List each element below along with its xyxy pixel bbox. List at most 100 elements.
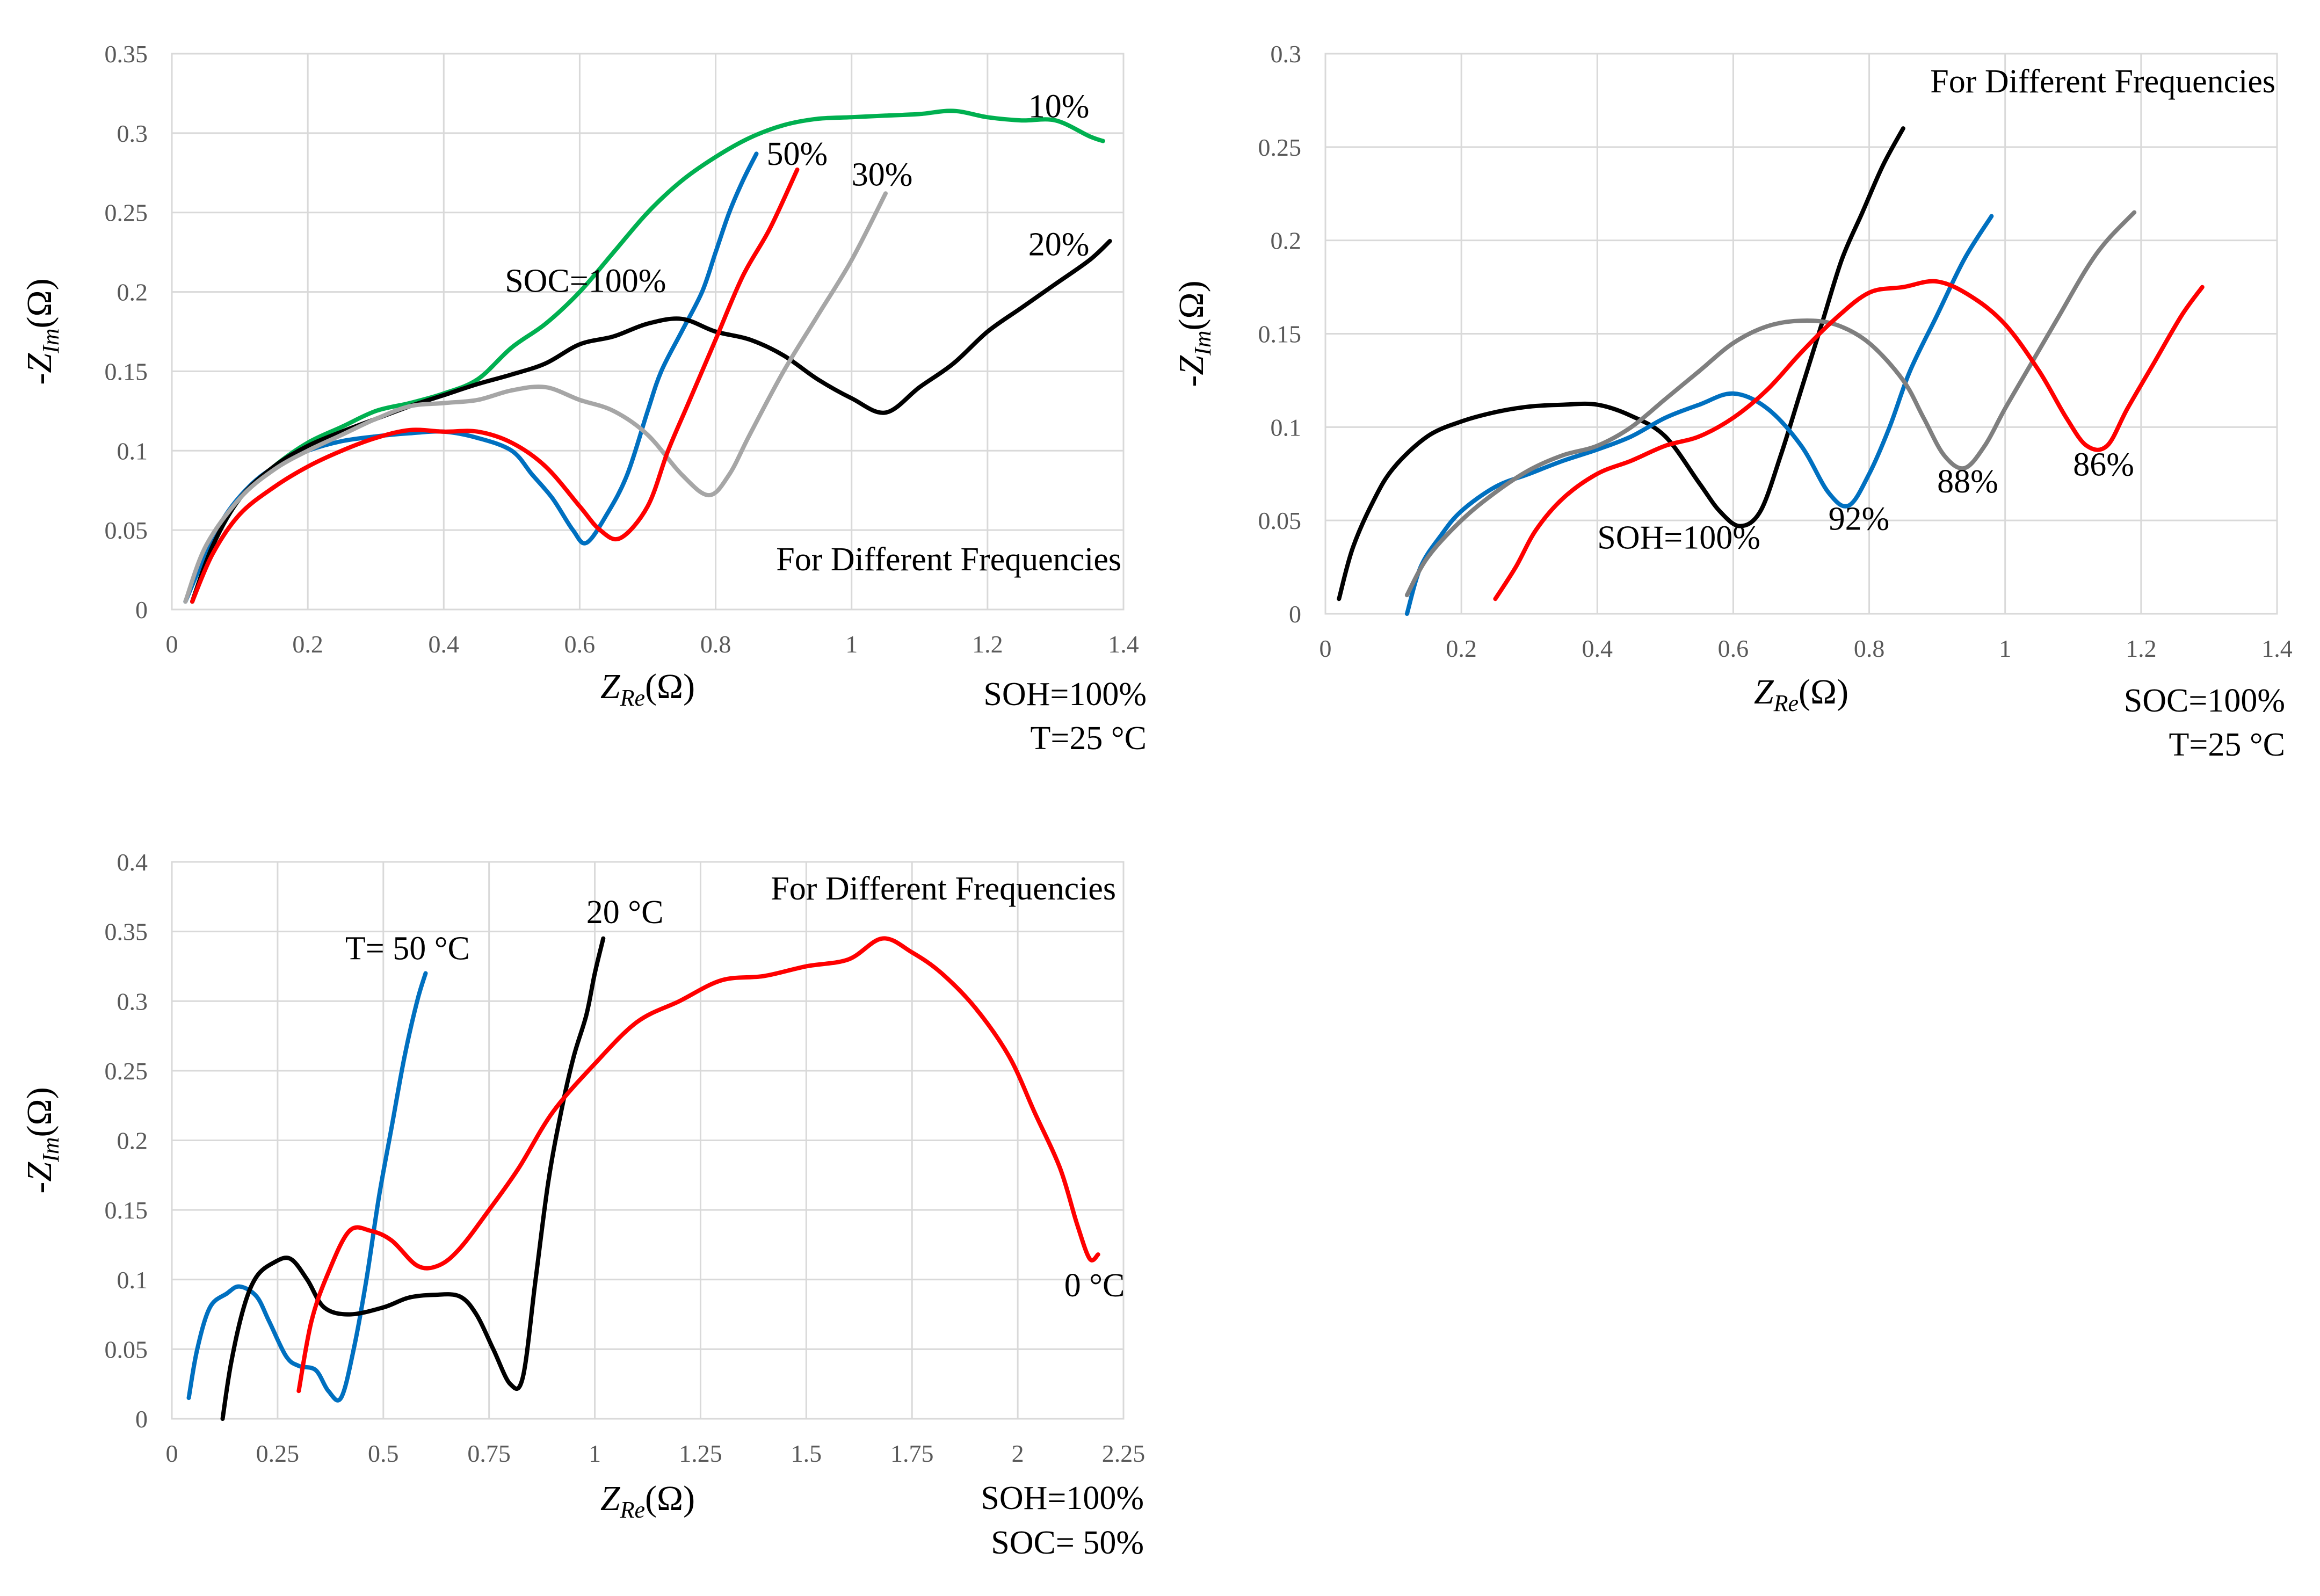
- y-tick-labels: 0 0.05 0.1 0.15 0.2 0.25 0.3: [1258, 40, 1302, 628]
- y-tick-label: 0.15: [105, 1196, 148, 1224]
- plot-area: [171, 53, 1125, 611]
- x-tick-label: 0.8: [1854, 635, 1885, 662]
- x-axis-title: ZRe(Ω): [1754, 672, 1848, 716]
- x-axis-title-sub: Re: [620, 1497, 645, 1523]
- y-axis-title-main: -Z: [20, 1162, 59, 1194]
- y-tick-label: 0.15: [1258, 321, 1302, 348]
- x-tick-label: 1.5: [791, 1440, 822, 1467]
- y-tick-label: 0.3: [117, 988, 148, 1015]
- x-tick-label: 1.75: [890, 1440, 934, 1467]
- y-tick-label: 0.25: [105, 1057, 148, 1085]
- y-tick-label: 0.2: [117, 279, 148, 306]
- annotation-text: For Different Frequencies: [771, 870, 1116, 907]
- y-tick-label: 0.05: [1258, 507, 1302, 534]
- x-tick-label: 1: [1999, 635, 2011, 662]
- y-tick-label: 0.2: [117, 1127, 148, 1155]
- x-tick-label: 1: [845, 630, 858, 658]
- x-axis-title: ZRe(Ω): [600, 667, 695, 711]
- x-axis-title-sub: Re: [1773, 690, 1799, 716]
- curve-label: 0 °C: [1064, 1267, 1125, 1304]
- y-tick-label: 0.3: [1271, 40, 1302, 68]
- x-tick-label: 0.2: [1446, 635, 1477, 662]
- y-tick-label: 0.4: [117, 848, 148, 876]
- x-tick-label: 1.2: [972, 630, 1003, 658]
- gridlines: [171, 861, 1125, 1420]
- gridlines: [1324, 53, 2278, 615]
- x-tick-label: 0.4: [1582, 635, 1613, 662]
- x-tick-label: 0.5: [368, 1440, 399, 1467]
- curve-label: 50%: [767, 136, 828, 172]
- annotation-text: For Different Frequencies: [1930, 63, 2275, 100]
- series-line: [190, 108, 1105, 604]
- y-tick-labels: 0 0.05 0.1 0.15 0.2 0.25 0.3 0.35: [105, 40, 148, 623]
- plot-area: [1324, 53, 2278, 615]
- series-group: [186, 936, 1100, 1421]
- series-line: [183, 191, 888, 604]
- y-tick-label: 0.35: [105, 918, 148, 946]
- curve-label: 10%: [1028, 88, 1090, 125]
- x-axis-title: ZRe(Ω): [600, 1479, 695, 1523]
- x-axis-title-main: Z: [1754, 672, 1774, 712]
- y-axis-title: -ZIm(Ω): [20, 278, 64, 385]
- y-tick-label: 0.1: [117, 1266, 148, 1294]
- condition-text: SOC= 50%: [991, 1525, 1144, 1561]
- annotation-text: For Different Frequencies: [776, 541, 1121, 578]
- y-axis-title-unit: (Ω): [20, 1087, 59, 1137]
- chart-soc-variation: 0 0.2 0.4 0.6 0.8 1 1.2 1.400.050.10.150.20.250…: [20, 40, 1147, 757]
- series-line: [183, 151, 759, 604]
- x-tick-label: 0: [166, 1440, 178, 1467]
- x-axis-title-unit: (Ω): [1799, 672, 1848, 712]
- x-tick-label: 0.2: [292, 630, 323, 658]
- series-line: [1337, 126, 1905, 601]
- x-tick-labels: 0 0.2 0.4 0.6 0.8 1 1.2 1.4: [166, 630, 1139, 658]
- x-axis-title-main: Z: [600, 667, 621, 706]
- series-line: [1493, 279, 2205, 601]
- x-tick-label: 1.4: [2261, 635, 2293, 662]
- y-tick-label: 0: [1289, 600, 1301, 628]
- x-tick-label: 1.2: [2126, 635, 2157, 662]
- y-tick-label: 0.25: [1258, 134, 1302, 161]
- x-tick-label: 1.4: [1108, 630, 1139, 658]
- y-tick-label: 0.05: [105, 517, 148, 544]
- x-axis-title-sub: Re: [620, 685, 645, 711]
- x-tick-label: 0.6: [564, 630, 596, 658]
- series-line: [190, 238, 1112, 604]
- y-tick-label: 0.1: [1271, 413, 1302, 441]
- curve-labels: T= 50 °C 20 °C 0 °C: [345, 894, 1125, 1304]
- condition-text: T=25 °C: [2169, 727, 2286, 763]
- x-tick-label: 0.6: [1718, 635, 1749, 662]
- condition-text: SOC=100%: [2124, 683, 2285, 719]
- y-axis-title-main: -Z: [1172, 355, 1211, 387]
- x-tick-label: 0.4: [429, 630, 460, 658]
- curve-labels: SOH=100% 92% 88% 86%: [1597, 447, 2134, 556]
- chart-soh-variation: 0 0.2 0.4 0.6 0.8 1 1.2 1.400.050.10.150.20.250…: [1172, 40, 2293, 763]
- y-axis-title-unit: (Ω): [1172, 280, 1211, 330]
- curve-label: 20%: [1028, 227, 1090, 263]
- y-axis-title-sub: Im: [38, 1137, 64, 1162]
- gridlines: [171, 53, 1125, 611]
- y-axis-title-sub: Im: [1190, 330, 1216, 356]
- series-line: [1404, 210, 2137, 598]
- y-tick-label: 0.25: [105, 199, 148, 227]
- x-tick-label: 0: [166, 630, 178, 658]
- y-tick-label: 0.3: [117, 120, 148, 147]
- x-tick-label: 1: [589, 1440, 601, 1467]
- x-axis-title-unit: (Ω): [645, 667, 695, 706]
- y-tick-label: 0.1: [117, 437, 148, 465]
- series-line: [186, 971, 428, 1403]
- curve-label: SOC=100%: [505, 263, 666, 300]
- x-tick-label: 1.25: [679, 1440, 722, 1467]
- curve-label: 88%: [1937, 463, 1998, 500]
- curve-label: 92%: [1829, 501, 1890, 538]
- x-tick-label: 0: [1320, 635, 1332, 662]
- curve-label: 30%: [852, 156, 913, 193]
- y-axis-title-unit: (Ω): [20, 278, 59, 328]
- series-line: [1404, 214, 1994, 616]
- y-tick-label: 0.2: [1271, 227, 1302, 255]
- y-tick-label: 0.35: [105, 40, 148, 68]
- x-tick-label: 0.25: [256, 1440, 300, 1467]
- y-axis-title: -ZIm(Ω): [1172, 280, 1216, 387]
- series-line: [296, 936, 1100, 1394]
- x-tick-label: 2.25: [1102, 1440, 1146, 1467]
